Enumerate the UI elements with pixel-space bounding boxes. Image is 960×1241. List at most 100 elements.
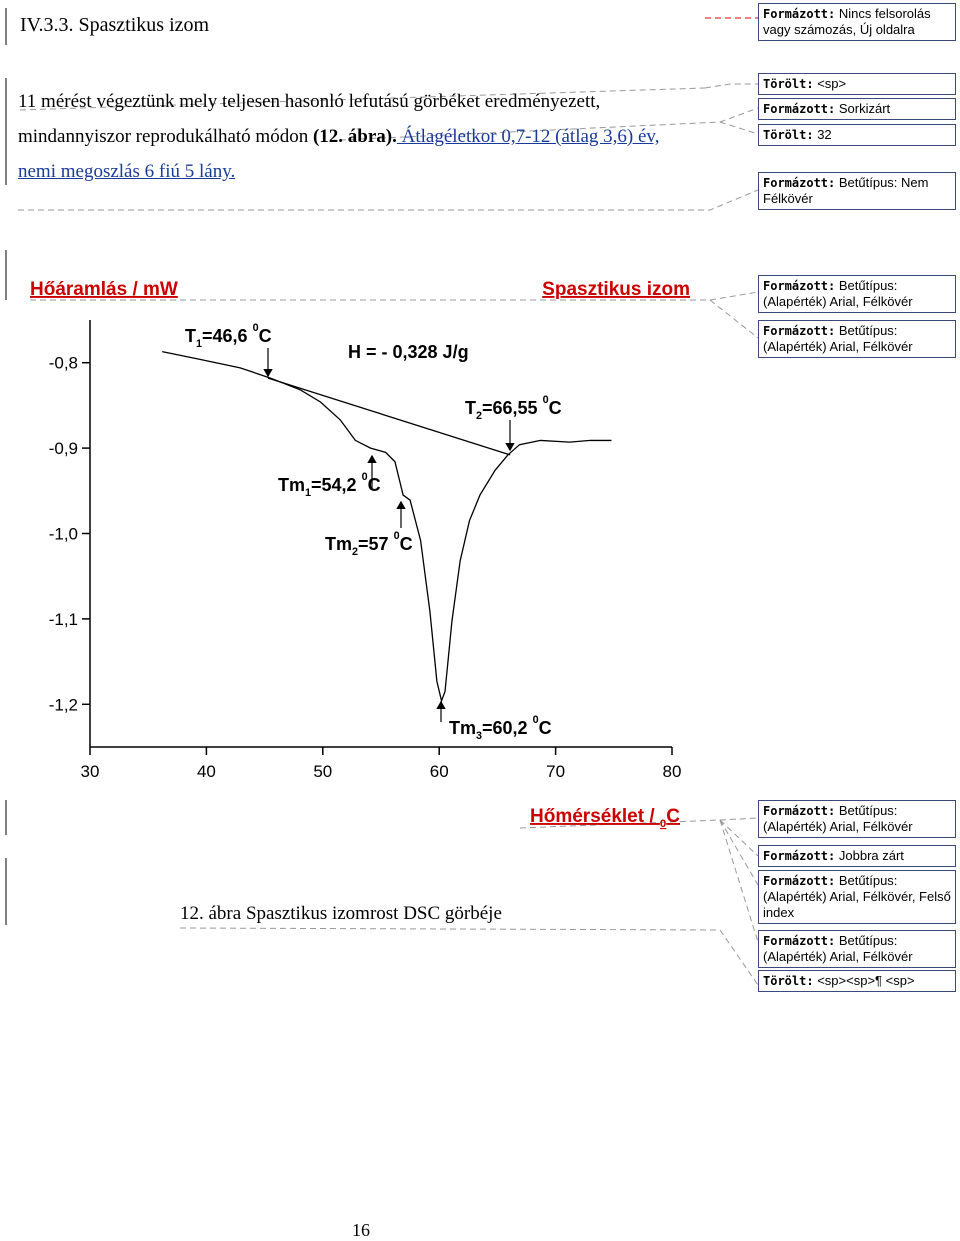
annotation-part: H = - 0,328 J/g [348,342,469,362]
comment-text: Betűtípus: (Alapérték) Arial, Félkövér [763,803,913,834]
annotation-part: 1 [305,487,311,499]
comment-label: Formázott: [763,874,836,888]
annotation-part: 2 [352,546,358,558]
annotation-part: 1 [196,338,202,350]
annotation-part: =46,6 [202,326,253,346]
annotation-part: =66,55 [482,398,543,418]
comment-text: <sp> [817,76,847,91]
text-line: mindannyiszor reprodukálható módon (12. … [18,119,659,154]
y-tick-label: -1,2 [49,695,78,714]
comment-text: Jobbra zárt [838,848,904,863]
comment-label: Formázott: [763,7,836,21]
annotation-part: C [666,806,680,827]
comment-balloon: Formázott: Betűtípus: (Alapérték) Arial,… [758,800,956,838]
text-run: nemi megoszlás 6 fiú 5 lány. [18,161,236,182]
connector [19,87,706,111]
comment-label: Formázott: [763,849,836,863]
connector [179,927,759,986]
annotation-part: 0 [253,322,259,334]
annotation-part: T [185,326,196,346]
annotation-part: Tm [449,718,476,738]
comment-label: Törölt: [763,128,814,142]
annotation-part: Hőmérséklet / [530,806,660,827]
figure-caption: 12. ábra Spasztikus izomrost DSC görbéje [180,903,502,924]
y-tick-label: -0,9 [49,439,78,458]
comment-text: Sorkizárt [838,101,891,116]
annotation: Hőmérséklet / 0C [530,806,680,830]
connector [719,819,759,943]
annotation: Tm1=54,2 0C [278,471,381,499]
comment-balloon: Törölt: <sp> [758,73,956,95]
annotation-part: C [400,534,413,554]
annotation: T1=46,6 0C [185,322,272,350]
comment-balloon: Formázott: Betűtípus: Nem Félkövér [758,172,956,210]
comment-text: Nincs felsorolás vagy számozás, Új oldal… [763,6,931,37]
annotation-part: C [539,718,552,738]
heading: IV.3.3. Spasztikus izom [20,14,210,36]
comment-balloon: Formázott: Jobbra zárt [758,845,956,867]
x-tick-label: 30 [81,762,100,781]
data-line [162,350,612,704]
comment-text: Betűtípus: (Alapérték) Arial, Félkövér [763,278,913,309]
connector [719,121,759,135]
x-tick-label: 60 [430,762,449,781]
y-tick-label: -1,1 [49,610,78,629]
annotation-part: T [465,398,476,418]
annotation-part: C [259,326,272,346]
connector [18,189,759,211]
text-run: Átlagéletkor 0,7-12 (átlag 3,6) év, [396,126,660,147]
comment-text: <sp><sp>¶ <sp> [817,973,915,988]
comment-label: Formázott: [763,804,836,818]
x-tick-label: 80 [663,762,682,781]
comment-label: Törölt: [763,974,814,988]
text-line: 11 mérést végeztünk mely teljesen hasonl… [18,84,659,119]
x-tick-label: 50 [313,762,332,781]
comment-balloon: Törölt: <sp><sp>¶ <sp> [758,970,956,992]
comment-text: Betűtípus: (Alapérték) Arial, Félkövér, … [763,873,951,920]
annotation-part: 0 [660,818,666,830]
annotation-part: =60,2 [482,718,533,738]
chart-title: Spasztikus izom [542,279,690,300]
comment-text: Betűtípus: Nem Félkövér [763,175,929,206]
annotation-part: Tm [278,475,305,495]
annotation-part: C [368,475,381,495]
y-axis-title: Hőáramlás / mW [30,279,178,300]
comment-label: Formázott: [763,102,836,116]
connector [719,819,759,886]
comment-balloon: Formázott: Betűtípus: (Alapérték) Arial,… [758,275,956,313]
x-tick-label: 70 [546,762,565,781]
annotation: H = - 0,328 J/g [348,342,469,362]
annotation-part: C [549,398,562,418]
connector [719,819,759,857]
comment-balloon: Formázott: Betűtípus: (Alapérték) Arial,… [758,930,956,968]
annotation-part: =57 [358,534,394,554]
y-tick-label: -1,0 [49,525,78,544]
x-tick-label: 40 [197,762,216,781]
comment-label: Törölt: [763,77,814,91]
data-line [267,377,511,456]
annotation-part: 3 [476,730,482,742]
annotation-part: 0 [533,714,539,726]
chart: Hőáramlás / mW Spasztikus izom -0,8 -0,9 -1,… [30,279,690,830]
comment-text: 32 [817,127,832,142]
annotation: Tm2=57 0C [325,530,413,558]
comment-balloon: Törölt: 32 [758,124,956,146]
connector [709,299,759,339]
paragraph: 11 mérést végeztünk mely teljesen hasonl… [18,84,659,189]
annotation-part: Tm [325,534,352,554]
comment-text: Betűtípus: (Alapérték) Arial, Félkövér [763,323,913,354]
annotation-part: 0 [543,394,549,406]
annotation-part: 2 [476,410,482,422]
comment-label: Formázott: [763,934,836,948]
comment-balloon: Formázott: Betűtípus: (Alapérték) Arial,… [758,320,956,358]
comment-balloon: Formázott: Betűtípus: (Alapérték) Arial,… [758,870,956,924]
annotation: Tm3=60,2 0C [449,714,552,742]
text-run: (12. ábra). [312,126,397,147]
comment-label: Formázott: [763,279,836,293]
annotation-part: =54,2 [311,475,362,495]
annotation: T2=66,55 0C [465,394,562,422]
comment-balloon: Formázott: Nincs felsorolás vagy számozá… [758,3,956,41]
